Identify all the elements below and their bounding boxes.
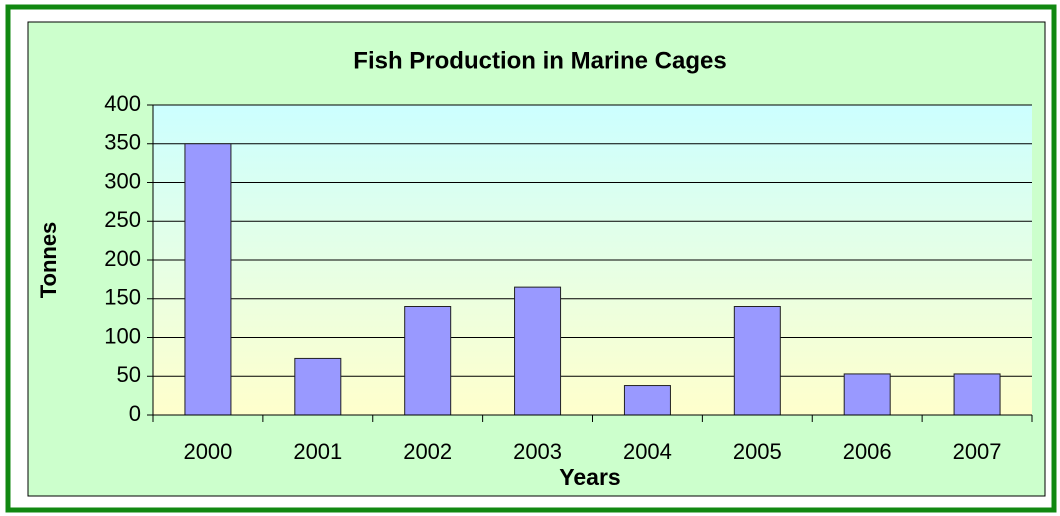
bar [733, 306, 781, 416]
y-tick-label: 250 [104, 207, 141, 232]
x-tick-label: 2007 [953, 439, 1002, 464]
y-tick-label: 150 [104, 285, 141, 310]
x-tick-label: 2000 [183, 439, 232, 464]
x-tick-label: 2002 [403, 439, 452, 464]
y-tick-label: 300 [104, 168, 141, 193]
bar [843, 373, 891, 416]
bar [514, 286, 562, 416]
selection-frame [5, 4, 1057, 513]
y-tick-label: 200 [104, 246, 141, 271]
y-tick-label: 350 [104, 130, 141, 155]
y-tick-label: 100 [104, 323, 141, 348]
x-tick-label: 2005 [733, 439, 782, 464]
y-axis-label: Tonnes [36, 222, 61, 299]
x-axis-label: Years [559, 464, 620, 490]
bar [953, 373, 1001, 416]
x-tick-label: 2006 [843, 439, 892, 464]
bar [404, 306, 452, 416]
bar [184, 143, 232, 416]
y-tick-label: 50 [117, 362, 141, 387]
y-tick-label: 0 [129, 401, 141, 426]
x-tick-label: 2004 [623, 439, 672, 464]
x-tick-label: 2001 [293, 439, 342, 464]
y-tick-label: 400 [104, 91, 141, 116]
bar [294, 357, 342, 416]
bar [623, 385, 671, 416]
x-tick-label: 2003 [513, 439, 562, 464]
chart-title: Fish Production in Marine Cages [353, 47, 726, 74]
